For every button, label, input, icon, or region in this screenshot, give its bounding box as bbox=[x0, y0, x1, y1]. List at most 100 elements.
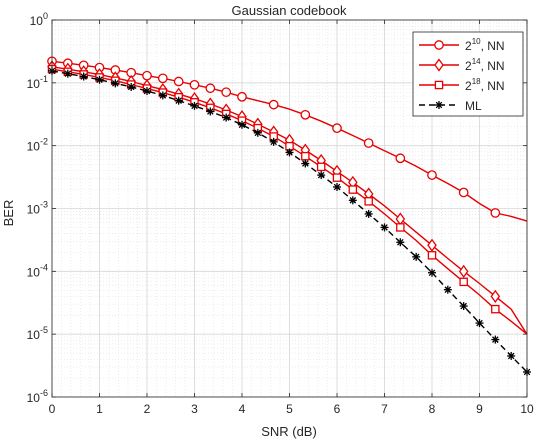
data-point bbox=[475, 319, 484, 328]
data-point bbox=[333, 182, 341, 191]
star-stroke bbox=[175, 97, 182, 104]
star-stroke bbox=[397, 238, 404, 246]
x-tick-label: 4 bbox=[239, 402, 246, 416]
y-tick-label: 10-4 bbox=[27, 262, 48, 279]
x-tick-label: 10 bbox=[520, 402, 534, 416]
data-point bbox=[189, 79, 200, 90]
star-stroke bbox=[143, 87, 151, 95]
star-stroke bbox=[254, 129, 262, 137]
chart-title: Gaussian codebook bbox=[232, 3, 347, 18]
data-point bbox=[63, 69, 72, 78]
x-tick-label: 6 bbox=[334, 402, 341, 416]
star-stroke bbox=[64, 70, 72, 77]
data-point bbox=[173, 76, 184, 87]
data-point bbox=[222, 113, 231, 122]
star-stroke bbox=[112, 80, 119, 87]
data-point bbox=[434, 58, 444, 72]
data-point bbox=[317, 171, 326, 180]
axes: 0 1 2 3 4 5 6 7 8 9 10 10-6 10-5 10-4 10-3 10-2 10-1 100 bbox=[27, 11, 534, 416]
series-layer bbox=[47, 56, 531, 376]
data-point bbox=[364, 197, 373, 206]
y-tick-label: 100 bbox=[30, 11, 48, 28]
data-point bbox=[238, 120, 246, 129]
data-point bbox=[491, 335, 500, 344]
x-tick-label: 1 bbox=[96, 402, 103, 416]
data-point bbox=[380, 223, 389, 232]
data-point bbox=[285, 148, 294, 157]
data-point bbox=[428, 268, 436, 277]
star-stroke bbox=[159, 92, 167, 99]
data-point bbox=[443, 285, 452, 294]
star-stroke bbox=[96, 76, 103, 84]
star-stroke bbox=[302, 160, 309, 167]
star-stroke bbox=[270, 138, 277, 146]
star-stroke bbox=[191, 102, 198, 110]
y-tick-label: 10-3 bbox=[27, 200, 48, 217]
data-point bbox=[412, 252, 421, 261]
data-point bbox=[301, 159, 310, 168]
data-point bbox=[427, 238, 437, 252]
data-point bbox=[127, 82, 136, 91]
star-stroke bbox=[127, 83, 135, 91]
data-point bbox=[142, 70, 152, 81]
star-stroke bbox=[286, 149, 293, 156]
y-tick-label: 10-5 bbox=[27, 325, 48, 342]
data-point bbox=[95, 75, 104, 84]
data-point bbox=[458, 264, 469, 278]
star-stroke bbox=[238, 121, 246, 129]
data-point bbox=[206, 107, 215, 116]
data-point bbox=[434, 40, 444, 50]
data-point bbox=[490, 289, 501, 303]
data-point bbox=[458, 187, 469, 198]
series-3 bbox=[48, 66, 531, 376]
data-point bbox=[396, 223, 405, 232]
data-point bbox=[490, 208, 501, 218]
star-stroke bbox=[476, 319, 483, 327]
data-point bbox=[111, 79, 120, 88]
star-stroke bbox=[460, 302, 467, 310]
data-point bbox=[427, 251, 437, 260]
star-stroke bbox=[365, 210, 372, 218]
data-point bbox=[157, 73, 168, 84]
x-tick-label: 7 bbox=[381, 402, 388, 416]
x-tick-label: 2 bbox=[144, 402, 151, 416]
star-stroke bbox=[428, 269, 436, 277]
data-point bbox=[269, 137, 278, 146]
legend-label: ML bbox=[465, 99, 482, 113]
data-point bbox=[221, 87, 232, 98]
legend-label: 218, NN bbox=[465, 77, 505, 93]
data-point bbox=[427, 170, 437, 180]
legend: 210, NN 214, NN 218, NN ML bbox=[412, 31, 524, 117]
data-point bbox=[332, 173, 342, 182]
series-0 bbox=[47, 56, 528, 222]
data-point bbox=[174, 96, 183, 105]
data-point bbox=[205, 83, 216, 94]
y-tick-label: 10-1 bbox=[27, 74, 48, 91]
x-tick-label: 0 bbox=[49, 402, 56, 416]
y-tick-label: 10-6 bbox=[27, 388, 48, 405]
star-stroke bbox=[222, 114, 230, 121]
data-point bbox=[158, 91, 167, 100]
star-stroke bbox=[80, 73, 87, 80]
data-point bbox=[459, 277, 468, 287]
data-point bbox=[364, 209, 373, 218]
data-point bbox=[301, 151, 310, 161]
x-tick-label: 9 bbox=[476, 402, 483, 416]
data-point bbox=[237, 91, 247, 102]
star-stroke bbox=[381, 224, 388, 231]
legend-label: 214, NN bbox=[465, 57, 505, 73]
data-point bbox=[459, 302, 468, 311]
y-tick-label: 10-2 bbox=[27, 137, 48, 154]
data-point bbox=[395, 153, 406, 164]
x-tick-label: 3 bbox=[191, 402, 198, 416]
data-point bbox=[190, 101, 199, 110]
data-point bbox=[143, 87, 151, 96]
star-stroke bbox=[444, 286, 452, 293]
data-point bbox=[396, 238, 405, 247]
star-stroke bbox=[507, 352, 515, 360]
star-stroke bbox=[349, 197, 357, 204]
data-point bbox=[491, 304, 500, 314]
x-axis-label: SNR (dB) bbox=[261, 424, 317, 439]
data-point bbox=[435, 101, 443, 109]
